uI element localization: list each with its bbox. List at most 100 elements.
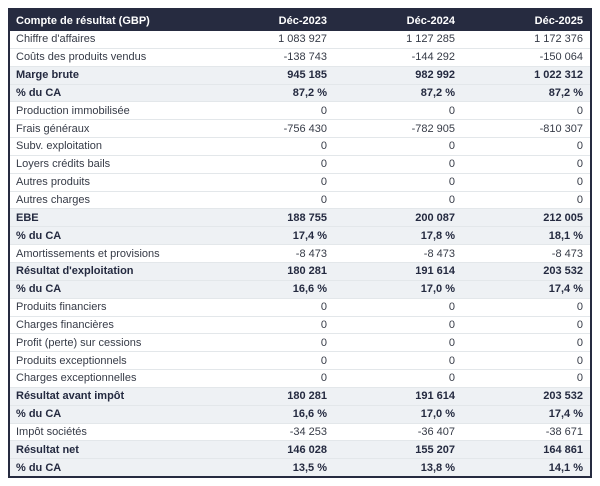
cell-value: 1 172 376 xyxy=(534,33,583,46)
cell-value: -144 292 xyxy=(411,51,455,64)
cell-value: 0 xyxy=(576,336,583,349)
table-row: Autres charges 0 0 0 xyxy=(10,191,590,210)
cell-value: 17,4 % xyxy=(548,408,583,421)
cell-value: 0 xyxy=(320,176,327,189)
table-row: Production immobilisée 0 0 0 xyxy=(10,102,590,121)
cell-value: 0 xyxy=(576,104,583,117)
cell-value: 0 xyxy=(576,194,583,207)
cell-value: 0 xyxy=(320,158,327,171)
cell-value: 0 xyxy=(448,372,455,385)
cell-value: 16,6 % xyxy=(292,283,327,296)
cell-value: -782 905 xyxy=(411,122,455,135)
table-row: Loyers crédits bails 0 0 0 xyxy=(10,155,590,174)
table-row: Résultat avant impôt 180 281 191 614 203 53… xyxy=(10,387,590,406)
cell-value: 1 127 285 xyxy=(406,33,455,46)
row-label: Coûts des produits vendus xyxy=(16,51,147,64)
table-row: Produits financiers 0 0 0 xyxy=(10,298,590,317)
cell-value: 87,2 % xyxy=(548,86,583,99)
row-label: % du CA xyxy=(16,229,62,242)
cell-value: 0 xyxy=(320,140,327,153)
row-label: Chiffre d'affaires xyxy=(16,33,96,46)
cell-value: 180 281 xyxy=(287,390,327,403)
cell-value: -138 743 xyxy=(283,51,327,64)
row-label: Marge brute xyxy=(16,69,79,82)
cell-value: 191 614 xyxy=(415,265,455,278)
cell-value: 982 992 xyxy=(415,69,455,82)
cell-value: 945 185 xyxy=(287,69,327,82)
row-label: Production immobilisée xyxy=(16,104,130,117)
cell-value: 0 xyxy=(576,301,583,314)
cell-value: 14,1 % xyxy=(548,461,583,474)
table-row: Frais généraux -756 430 -782 905 -810 307 xyxy=(10,120,590,139)
cell-value: 0 xyxy=(320,194,327,207)
row-label: % du CA xyxy=(16,461,62,474)
cell-value: 0 xyxy=(448,194,455,207)
cell-value: 0 xyxy=(320,318,327,331)
cell-value: 0 xyxy=(448,140,455,153)
cell-value: 1 083 927 xyxy=(278,33,327,46)
cell-value: 13,8 % xyxy=(420,461,455,474)
table-row: Autres produits 0 0 0 xyxy=(10,173,590,192)
cell-value: 0 xyxy=(320,104,327,117)
cell-value: 87,2 % xyxy=(420,86,455,99)
row-label: Charges financières xyxy=(16,318,114,331)
cell-value: 0 xyxy=(448,354,455,367)
cell-value: 1 022 312 xyxy=(534,69,583,82)
row-label: Résultat avant impôt xyxy=(16,390,125,403)
table-row: EBE 188 755 200 087 212 005 xyxy=(10,209,590,228)
table-row: Charges exceptionnelles 0 0 0 xyxy=(10,370,590,388)
cell-value: -8 473 xyxy=(423,247,455,260)
row-label: % du CA xyxy=(16,283,62,296)
table-row: Coûts des produits vendus -138 743 -144 29… xyxy=(10,48,590,67)
table-row: % du CA 87,2 % 87,2 % 87,2 % xyxy=(10,84,590,103)
row-label: % du CA xyxy=(16,86,62,99)
cell-value: 212 005 xyxy=(543,211,583,224)
column-header-dec-2023: Déc-2023 xyxy=(278,14,327,27)
cell-value: 0 xyxy=(320,301,327,314)
table-row: Produits exceptionnels 0 0 0 xyxy=(10,352,590,371)
table-header: Compte de résultat (GBP) Déc-2023 Déc-20… xyxy=(10,10,590,31)
cell-value: -36 407 xyxy=(417,425,455,438)
row-label: Loyers crédits bails xyxy=(16,158,111,171)
row-label: EBE xyxy=(16,211,39,224)
cell-value: -8 473 xyxy=(295,247,327,260)
cell-value: -810 307 xyxy=(539,122,583,135)
cell-value: 180 281 xyxy=(287,265,327,278)
row-label: Résultat net xyxy=(16,443,79,456)
cell-value: 13,5 % xyxy=(292,461,327,474)
cell-value: 0 xyxy=(576,372,583,385)
table-row: Amortissements et provisions -8 473 -8 473… xyxy=(10,245,590,263)
cell-value: 0 xyxy=(320,372,327,385)
cell-value: 146 028 xyxy=(287,443,327,456)
cell-value: 203 532 xyxy=(543,390,583,403)
cell-value: -8 473 xyxy=(551,247,583,260)
table-row: Résultat d'exploitation 180 281 191 614 203… xyxy=(10,262,590,281)
table-row: % du CA 16,6 % 17,0 % 17,4 % xyxy=(10,405,590,424)
cell-value: 16,6 % xyxy=(292,408,327,421)
table-row: % du CA 16,6 % 17,0 % 17,4 % xyxy=(10,280,590,299)
cell-value: 0 xyxy=(448,158,455,171)
row-label: % du CA xyxy=(16,408,62,421)
cell-value: 17,0 % xyxy=(420,283,455,296)
table-row: Profit (perte) sur cessions 0 0 0 xyxy=(10,334,590,353)
row-label: Autres charges xyxy=(16,194,90,207)
table-title: Compte de résultat (GBP) xyxy=(16,14,150,27)
cell-value: 155 207 xyxy=(415,443,455,456)
cell-value: 17,4 % xyxy=(548,283,583,296)
cell-value: 0 xyxy=(576,158,583,171)
cell-value: 188 755 xyxy=(287,211,327,224)
cell-value: 17,0 % xyxy=(420,408,455,421)
row-label: Frais généraux xyxy=(16,122,90,135)
cell-value: 0 xyxy=(448,318,455,331)
column-header-dec-2025: Déc-2025 xyxy=(534,14,583,27)
cell-value: 0 xyxy=(576,354,583,367)
cell-value: 0 xyxy=(320,336,327,349)
income-statement-table: Compte de résultat (GBP) Déc-2023 Déc-20… xyxy=(8,8,592,478)
table-row: Résultat net 146 028 155 207 164 861 xyxy=(10,441,590,460)
cell-value: -34 253 xyxy=(289,425,327,438)
cell-value: 0 xyxy=(576,140,583,153)
row-label: Produits exceptionnels xyxy=(16,354,127,367)
table-row: % du CA 17,4 % 17,8 % 18,1 % xyxy=(10,227,590,246)
cell-value: 203 532 xyxy=(543,265,583,278)
table-row: Impôt sociétés -34 253 -36 407 -38 671 xyxy=(10,423,590,442)
